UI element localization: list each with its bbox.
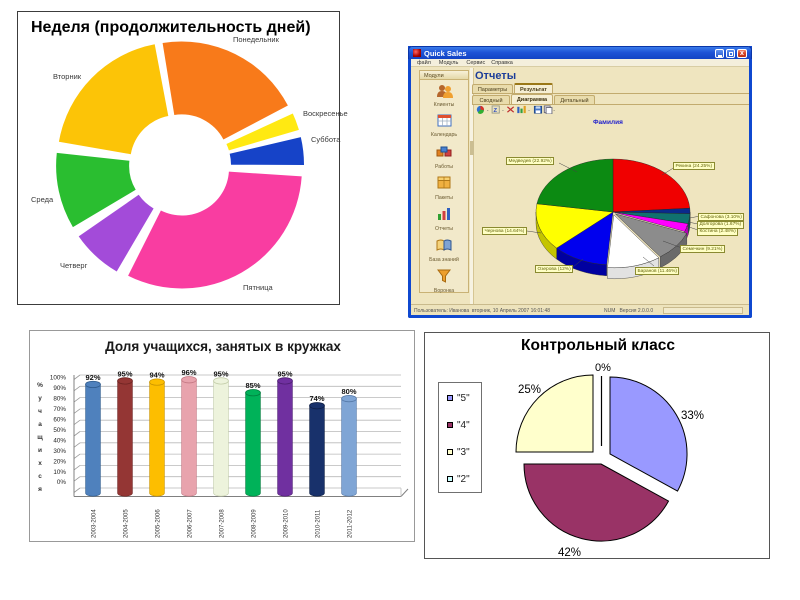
svg-text:-: - [553,108,555,114]
svg-text:80%: 80% [341,387,356,396]
svg-text:х: х [38,460,42,467]
svg-text:2006-2007: 2006-2007 [188,509,194,538]
svg-text:0%: 0% [57,479,67,486]
svg-text:85%: 85% [245,381,260,390]
svg-text:-: - [528,108,530,114]
svg-text:Работы: Работы [435,164,453,170]
svg-text:95%: 95% [277,369,292,378]
svg-text:а: а [38,421,42,428]
svg-text:База знаний: База знаний [429,256,459,263]
svg-text:10%: 10% [53,469,66,476]
svg-text:95%: 95% [117,369,132,378]
svg-text:с: с [38,473,42,480]
svg-text:2009-2010: 2009-2010 [284,509,290,538]
svg-text:у: у [38,395,42,402]
svg-text:щ: щ [37,434,43,441]
svg-text:Пакеты: Пакеты [435,195,453,201]
svg-text:2007-2008: 2007-2008 [220,509,226,538]
svg-text:Календарь: Календарь [431,132,457,138]
svg-text:и: и [38,447,42,454]
svg-text:94%: 94% [149,371,164,380]
svg-text:-: - [487,108,489,114]
svg-text:2008-2009: 2008-2009 [252,509,258,538]
svg-text:2003-2004: 2003-2004 [92,509,98,538]
svg-text:74%: 74% [309,394,324,403]
svg-text:100%: 100% [50,375,67,382]
svg-text:80%: 80% [53,396,66,403]
svg-text:96%: 96% [181,368,196,377]
svg-text:92%: 92% [85,373,100,382]
svg-text:50%: 50% [53,427,66,434]
svg-text:20%: 20% [53,458,66,465]
svg-text:70%: 70% [53,406,66,413]
svg-text:%: % [37,382,43,389]
svg-text:Отчеты: Отчеты [435,226,453,232]
svg-text:30%: 30% [53,448,66,455]
svg-text:2011-2012: 2011-2012 [348,509,354,538]
svg-text:95%: 95% [213,369,228,378]
svg-text:2010-2011: 2010-2011 [316,509,322,538]
svg-text:2005-2006: 2005-2006 [156,509,162,538]
svg-text:ч: ч [38,408,42,415]
svg-text:60%: 60% [53,417,66,424]
svg-text:40%: 40% [53,437,66,444]
svg-text:Клиенты: Клиенты [434,102,455,108]
svg-text:Z: Z [493,108,497,114]
svg-text:2004-2005: 2004-2005 [124,509,130,538]
svg-text:90%: 90% [53,385,66,392]
svg-text:-: - [502,108,504,114]
svg-text:я: я [38,486,42,493]
svg-text:Воронка: Воронка [434,288,454,294]
